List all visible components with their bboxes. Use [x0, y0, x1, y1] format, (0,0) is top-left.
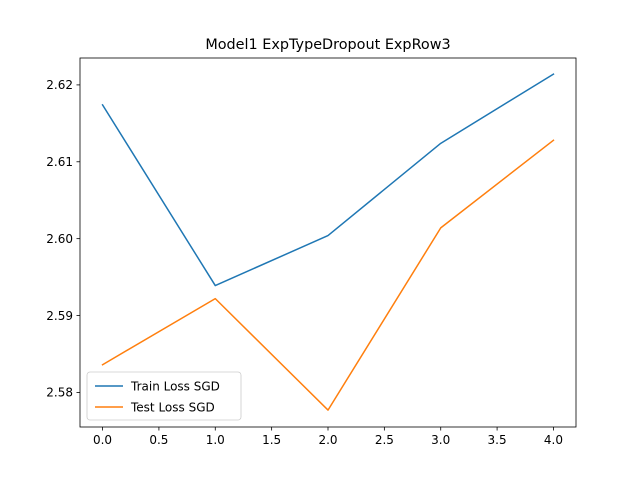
chart-title: Model1 ExpTypeDropout ExpRow3	[205, 37, 450, 53]
x-tick-label: 2.5	[375, 433, 394, 447]
y-tick-label: 2.59	[46, 309, 73, 323]
y-tick-label: 2.61	[46, 155, 73, 169]
x-tick-label: 3.0	[431, 433, 450, 447]
y-tick-label: 2.58	[46, 386, 73, 400]
x-tick-label: 0.0	[93, 433, 112, 447]
legend: Train Loss SGD Test Loss SGD	[87, 372, 241, 420]
y-tick-label: 2.62	[46, 78, 73, 92]
legend-label: Test Loss SGD	[130, 401, 215, 415]
legend-label: Train Loss SGD	[130, 380, 220, 394]
x-tick-label: 1.5	[262, 433, 281, 447]
x-tick-label: 0.5	[149, 433, 168, 447]
x-tick-label: 1.0	[206, 433, 225, 447]
x-tick-label: 4.0	[544, 433, 563, 447]
x-tick-label: 2.0	[318, 433, 337, 447]
y-tick-label: 2.60	[46, 232, 73, 246]
x-tick-label: 3.5	[488, 433, 507, 447]
